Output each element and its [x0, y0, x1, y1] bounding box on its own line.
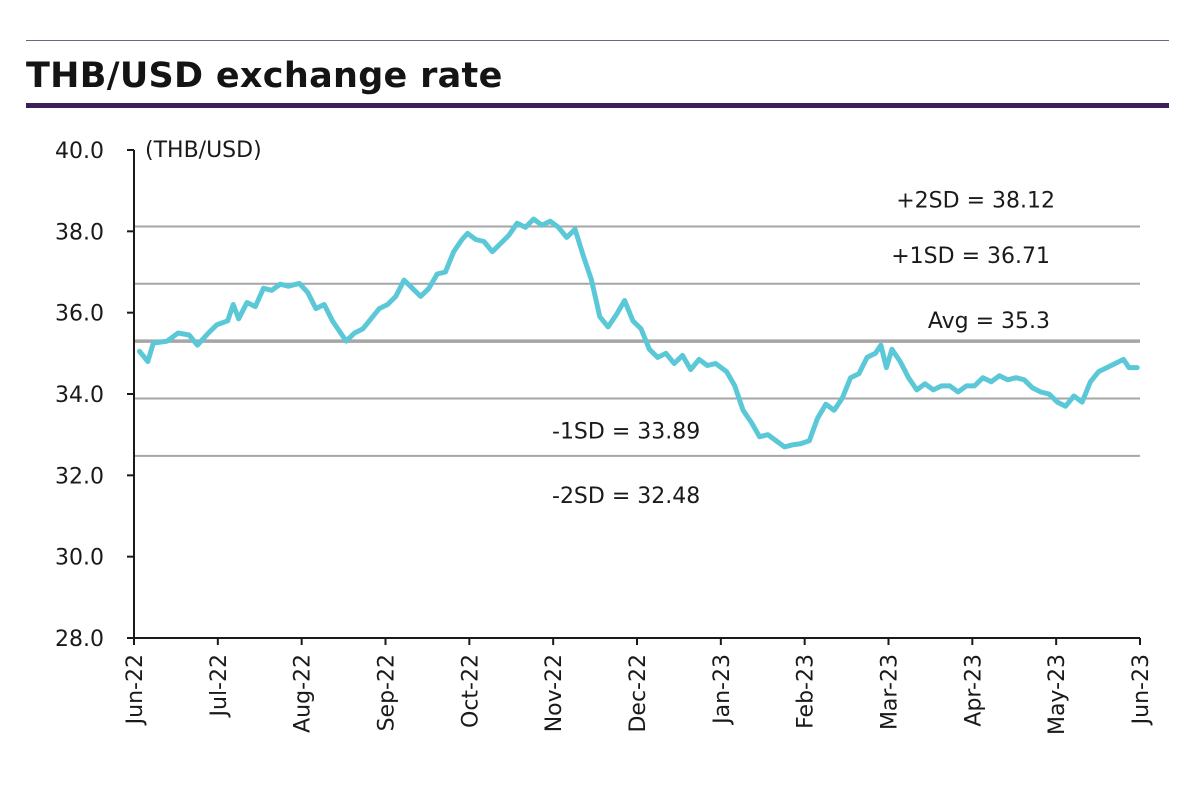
x-tick-label: Jun-22	[123, 654, 148, 726]
x-tick-label: Sep-22	[375, 654, 400, 731]
x-tick-label: Nov-22	[542, 654, 567, 732]
series-layer	[137, 216, 1140, 450]
y-axis-unit-label: (THB/USD)	[145, 138, 262, 163]
x-tick-label: Jun-23	[1129, 654, 1154, 726]
y-tick-label: 34.0	[55, 383, 104, 408]
reference-line-labels: +2SD = 38.12 +1SD = 36.71 Avg = 35.3 -1SD =…	[552, 188, 1055, 508]
x-tick-label: Feb-23	[794, 654, 819, 729]
y-tick-label: 40.0	[55, 139, 104, 164]
x-tick-label: Oct-22	[458, 654, 483, 728]
x-tick-label: May-23	[1045, 654, 1070, 735]
thb-usd-series-line	[137, 216, 1140, 450]
y-tick-label: 32.0	[55, 464, 104, 489]
y-tick-label: 30.0	[55, 546, 104, 571]
y-tick-label: 38.0	[55, 220, 104, 245]
reference-lines	[134, 225, 1140, 457]
reference-line-label: -1SD = 33.89	[552, 419, 700, 444]
x-tick-label: Mar-23	[878, 654, 903, 730]
x-tick-label: Dec-22	[626, 654, 651, 733]
axes: 40.0 38.0 36.0 34.0 32.0 30.0 28.0 Jun-22 Jul-22…	[55, 139, 1154, 735]
x-tick-label: Jan-23	[710, 654, 735, 726]
y-tick-label: 28.0	[55, 627, 104, 652]
title-underline	[26, 103, 1169, 108]
x-tick-label: Apr-23	[961, 654, 986, 727]
reference-line-label: +1SD = 36.71	[891, 244, 1050, 269]
top-divider	[26, 40, 1169, 41]
y-tick-label: 36.0	[55, 302, 104, 327]
chart-title: THB/USD exchange rate	[26, 56, 503, 96]
reference-line-label: Avg = 35.3	[928, 309, 1050, 334]
x-tick-label: Jul-22	[207, 654, 232, 718]
reference-line-label: -2SD = 32.48	[552, 484, 700, 509]
x-tick-label: Aug-22	[291, 654, 316, 733]
reference-line-label: +2SD = 38.12	[896, 188, 1055, 213]
